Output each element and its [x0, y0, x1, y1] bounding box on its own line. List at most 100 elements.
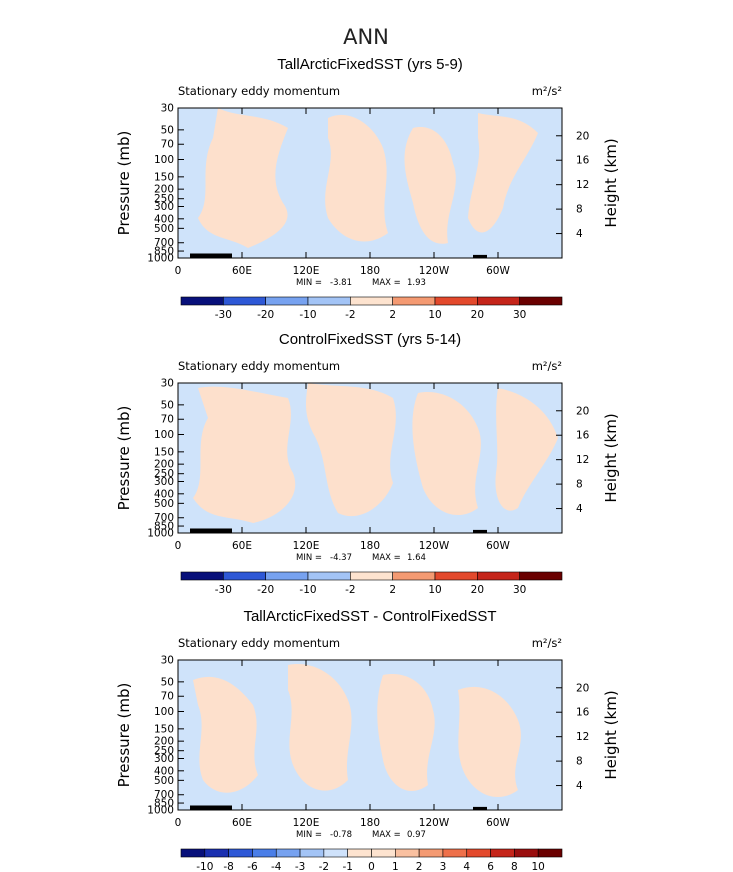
colorbar-box [537, 848, 563, 858]
pressure-tick-label: 30 [161, 103, 174, 115]
colorbar-box [180, 848, 206, 858]
min-value: -0.78 [330, 830, 352, 840]
colorbar-box [418, 848, 444, 858]
colorbar-label: 3 [440, 861, 447, 872]
contour-region [404, 127, 456, 244]
colorbar-box [180, 296, 224, 306]
contour-fill [193, 664, 521, 798]
min-label: MIN = [296, 278, 322, 288]
panel-subtitle: Stationary eddy momentum [178, 84, 340, 98]
height-tick-label: 4 [576, 228, 583, 240]
height-tick-label: 4 [576, 503, 583, 515]
colorbar-label: -2 [319, 861, 329, 872]
pressure-tick-label: 700 [154, 512, 174, 524]
colorbar-box [477, 571, 520, 581]
colorbar-label: -1 [342, 861, 352, 872]
height-tick-label: 8 [576, 204, 583, 216]
pressure-tick-label: 30 [161, 378, 174, 390]
lon-tick-label: 60W [486, 817, 510, 829]
colorbar-box [323, 848, 348, 858]
height-tick-label: 12 [576, 179, 589, 191]
pressure-tick-label: 300 [154, 753, 174, 765]
colorbar-label: -8 [223, 861, 233, 872]
chart-panel-1: TallArcticFixedSST (yrs 5-9) Stationary e… [115, 56, 620, 321]
topography [190, 528, 232, 534]
lon-tick-label: 120W [419, 540, 450, 552]
pressure-tick-label: 400 [154, 488, 174, 500]
colorbar-box [395, 848, 420, 858]
panel-units: m²/s² [532, 84, 562, 98]
colorbar-box [252, 848, 277, 858]
height-tick-label: 16 [576, 707, 590, 719]
colorbar-box [204, 848, 229, 858]
colorbar-label: 10 [428, 309, 441, 321]
contour-region [193, 676, 258, 793]
colorbar-box [477, 296, 520, 306]
lon-tick-label: 120E [293, 540, 320, 552]
chart-panel-2: ControlFixedSST (yrs 5-14) Stationary edd… [115, 331, 620, 596]
chart-panel-3: TallArcticFixedSST - ControlFixedSST Stat… [115, 608, 620, 872]
height-tick-label: 12 [576, 454, 589, 466]
pressure-tick-label: 70 [161, 414, 174, 426]
pressure-tick-label: 50 [161, 676, 174, 688]
pressure-tick-label: 200 [154, 184, 174, 196]
lon-tick-label: 120W [419, 265, 450, 277]
pressure-tick-label: 700 [154, 789, 174, 801]
lon-tick-label: 0 [175, 540, 182, 552]
colorbar-box [434, 571, 478, 581]
panel-title: TallArcticFixedSST - ControlFixedSST [243, 608, 496, 625]
colorbar-box [392, 296, 436, 306]
pressure-tick-label: 250 [154, 745, 174, 757]
lon-tick-label: 60W [486, 265, 510, 277]
topography [473, 529, 487, 534]
pressure-tick-label: 30 [161, 655, 174, 667]
panel-subtitle: Stationary eddy momentum [178, 636, 340, 650]
colorbar-label: 20 [471, 309, 484, 321]
colorbar-label: -30 [215, 309, 232, 321]
y-axis-label: Pressure (mb) [115, 683, 133, 788]
colorbar-box [442, 848, 468, 858]
panel-units: m²/s² [532, 636, 562, 650]
contour-region [377, 674, 435, 791]
colorbar-label: -10 [299, 584, 316, 596]
colorbar-box [519, 296, 563, 306]
contour-fill [198, 108, 538, 248]
max-value: 1.64 [407, 553, 426, 563]
lon-tick-label: 180 [360, 265, 380, 277]
pressure-tick-label: 250 [154, 468, 174, 480]
pressure-tick-label: 150 [154, 446, 174, 458]
min-value: -4.37 [330, 553, 352, 563]
colorbar-box [350, 296, 393, 306]
colorbar-box [307, 571, 351, 581]
colorbar-label: 30 [513, 584, 526, 596]
height-tick-label: 20 [576, 682, 589, 694]
max-label: MAX = [372, 278, 401, 288]
min-label: MIN = [296, 830, 322, 840]
contour-region [412, 392, 481, 516]
contour-region [495, 388, 558, 511]
topography [190, 805, 232, 811]
pressure-tick-label: 150 [154, 171, 174, 183]
panel-units: m²/s² [532, 359, 562, 373]
pressure-tick-label: 1000 [147, 528, 174, 540]
pressure-tick-label: 70 [161, 691, 174, 703]
colorbar-label: -2 [345, 309, 355, 321]
colorbar-box [347, 848, 372, 858]
colorbar-box [466, 848, 491, 858]
lon-tick-label: 120E [293, 817, 320, 829]
y-axis-label-right: Height (km) [602, 138, 620, 227]
pressure-tick-label: 50 [161, 124, 174, 136]
pressure-tick-label: 200 [154, 459, 174, 471]
pressure-tick-label: 850 [154, 246, 174, 258]
height-tick-label: 20 [576, 405, 589, 417]
colorbar-box [514, 848, 539, 858]
contour-region [288, 664, 352, 791]
colorbar-label: 0 [368, 861, 375, 872]
colorbar-label: -20 [257, 309, 274, 321]
colorbar-label: 30 [513, 309, 526, 321]
pressure-tick-label: 1000 [147, 253, 174, 265]
colorbar-label: -2 [345, 584, 355, 596]
height-tick-label: 16 [576, 430, 590, 442]
colorbar-box [392, 571, 436, 581]
